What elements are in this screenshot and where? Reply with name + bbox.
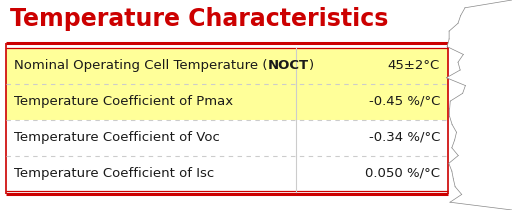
Text: NOCT: NOCT xyxy=(267,59,309,72)
Bar xyxy=(6,47,448,84)
Text: Nominal Operating Cell Temperature (: Nominal Operating Cell Temperature ( xyxy=(14,59,267,72)
Text: 0.050 %/°C: 0.050 %/°C xyxy=(365,167,440,180)
Bar xyxy=(6,84,448,119)
Text: ): ) xyxy=(309,59,314,72)
Text: -0.45 %/°C: -0.45 %/°C xyxy=(369,95,440,108)
Polygon shape xyxy=(446,0,512,210)
Text: 45±2°C: 45±2°C xyxy=(388,59,440,72)
Text: Temperature Characteristics: Temperature Characteristics xyxy=(10,7,389,31)
Text: Temperature Coefficient of Pmax: Temperature Coefficient of Pmax xyxy=(14,95,233,108)
Text: Temperature Coefficient of Voc: Temperature Coefficient of Voc xyxy=(14,131,220,144)
Text: -0.34 %/°C: -0.34 %/°C xyxy=(369,131,440,144)
Text: Temperature Coefficient of Isc: Temperature Coefficient of Isc xyxy=(14,167,214,180)
